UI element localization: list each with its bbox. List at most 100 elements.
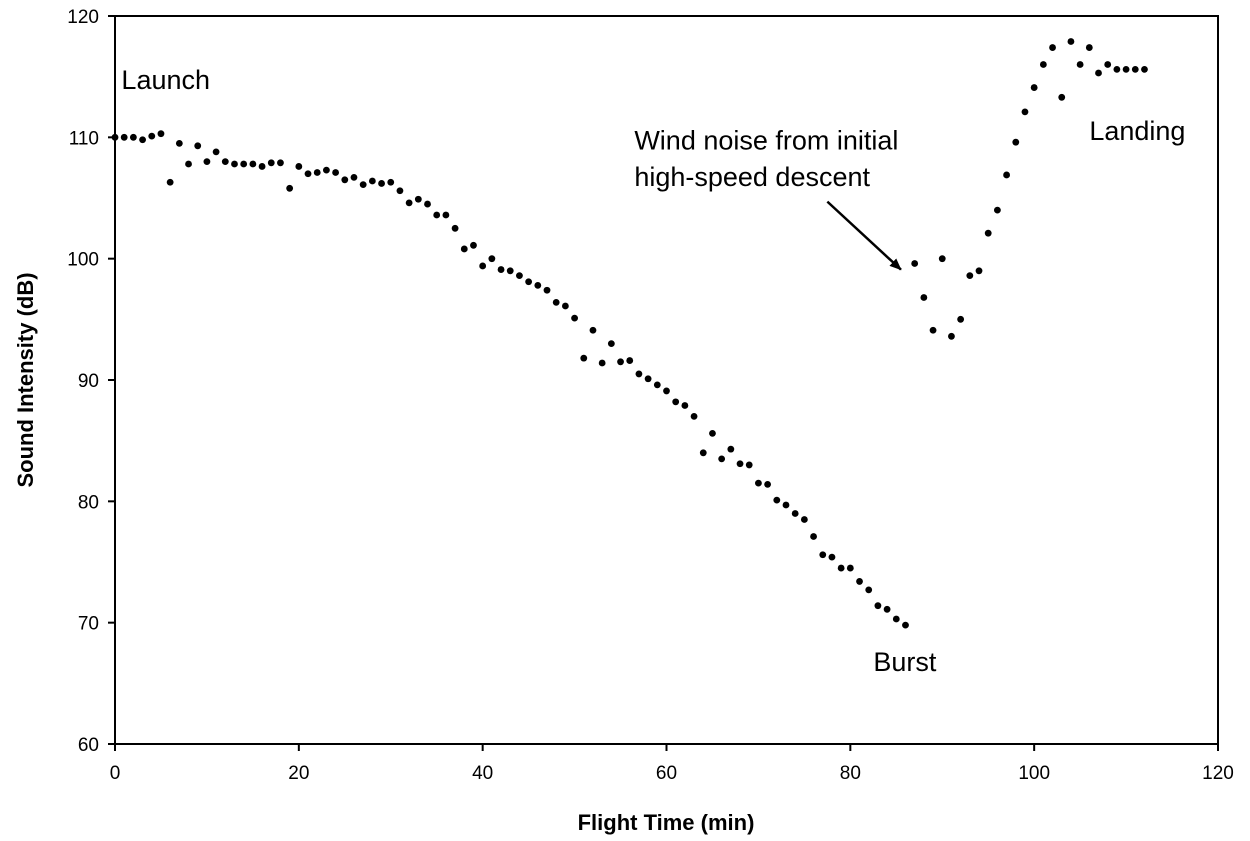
data-point <box>1039 61 1047 68</box>
y-axis-title: Sound Intensity (dB) <box>13 272 38 487</box>
annotation-arrow <box>826 200 902 271</box>
data-point <box>332 169 339 176</box>
data-point <box>911 260 919 267</box>
data-point <box>663 387 670 395</box>
x-tick-label: 120 <box>1202 763 1234 784</box>
x-tick-label: 60 <box>656 763 677 784</box>
y-tick-label: 100 <box>67 250 99 271</box>
data-point <box>525 278 533 286</box>
annotation-label: high-speed descent <box>634 162 870 192</box>
annotation-label: Landing <box>1089 116 1185 146</box>
data-point <box>1012 138 1020 146</box>
x-tick-label: 40 <box>472 763 493 784</box>
data-point <box>497 266 505 273</box>
data-point <box>626 357 634 364</box>
data-point <box>819 551 827 559</box>
data-point <box>451 224 459 232</box>
data-point <box>709 429 716 437</box>
data-point <box>470 241 477 249</box>
data-point <box>800 516 808 523</box>
data-point <box>598 359 606 367</box>
data-point <box>277 159 284 167</box>
annotation-label: Wind noise from initial <box>634 125 898 155</box>
data-point <box>892 615 900 623</box>
data-point <box>203 158 211 166</box>
data-point <box>810 533 817 540</box>
data-point <box>212 148 220 156</box>
data-point <box>1067 38 1075 45</box>
x-tick-label: 0 <box>110 763 121 784</box>
data-point <box>341 176 349 184</box>
data-point <box>387 178 395 186</box>
data-point <box>920 294 928 301</box>
data-point <box>1049 44 1056 51</box>
y-tick-label: 120 <box>67 7 99 28</box>
axis-ticks: 0 20 40 60 80 100 120 60 70 80 90 100 110 120 <box>67 7 1234 784</box>
data-point <box>323 166 330 174</box>
data-point <box>571 314 578 322</box>
data-point <box>424 200 431 208</box>
data-point <box>672 398 680 406</box>
data-point <box>681 402 689 409</box>
data-point <box>479 262 487 270</box>
data-point <box>295 163 303 170</box>
data-point <box>635 370 643 378</box>
data-point <box>690 413 698 420</box>
data-point <box>139 136 146 144</box>
data-point <box>727 445 735 453</box>
data-point <box>718 455 726 463</box>
data-point <box>304 170 312 178</box>
data-point <box>359 181 367 189</box>
y-tick-label: 90 <box>78 371 99 392</box>
data-point <box>148 132 156 140</box>
y-tick-label: 80 <box>78 492 99 513</box>
data-point <box>837 564 845 572</box>
data-point <box>378 180 385 187</box>
data-point <box>120 133 128 141</box>
data-point <box>1058 93 1066 101</box>
data-point <box>460 245 468 253</box>
data-point <box>791 510 799 517</box>
data-point <box>175 140 183 147</box>
data-points <box>111 38 1148 629</box>
annotations: Launch Wind noise from initial high-speed … <box>121 65 1185 677</box>
data-point <box>589 326 597 334</box>
data-point <box>938 255 946 263</box>
data-point <box>258 163 266 170</box>
data-point <box>736 460 744 468</box>
data-point <box>552 298 560 306</box>
y-tick-label: 70 <box>78 614 99 635</box>
data-point <box>773 496 781 504</box>
data-point <box>966 272 974 280</box>
data-point <box>221 158 229 166</box>
data-point <box>433 211 441 219</box>
x-axis-title: Flight Time (min) <box>578 810 755 835</box>
data-point <box>957 315 965 323</box>
data-point <box>745 461 753 469</box>
data-point <box>129 133 137 141</box>
data-point <box>231 160 238 168</box>
x-tick-label: 20 <box>288 763 309 784</box>
data-point <box>166 178 174 186</box>
data-point <box>975 267 983 275</box>
data-point <box>1021 108 1029 116</box>
data-point <box>948 332 955 340</box>
data-point <box>1141 65 1148 73</box>
data-point <box>1104 61 1112 68</box>
data-point <box>286 184 294 192</box>
data-point <box>350 173 358 181</box>
data-point <box>414 195 422 203</box>
data-point <box>902 621 909 629</box>
data-point <box>534 281 542 289</box>
data-point <box>764 480 772 488</box>
data-point <box>984 229 992 237</box>
data-point <box>396 187 404 195</box>
data-point <box>249 160 257 168</box>
data-point <box>488 255 496 263</box>
data-point <box>782 501 790 509</box>
data-point <box>653 381 661 389</box>
data-point <box>846 564 854 572</box>
data-point <box>240 160 248 168</box>
data-point <box>405 199 413 207</box>
